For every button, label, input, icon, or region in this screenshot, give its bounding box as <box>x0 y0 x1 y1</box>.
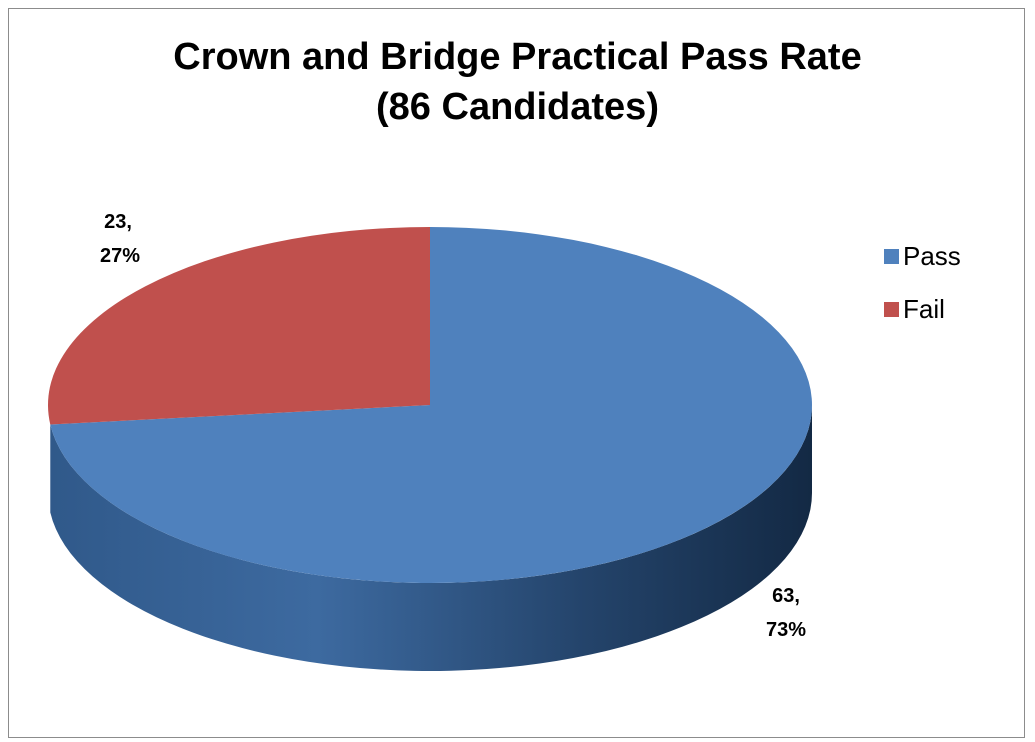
pie-slice-pass <box>50 227 812 583</box>
data-label-fail-percent: 27% <box>100 245 140 267</box>
legend-label-pass: Pass <box>903 241 961 271</box>
chart-subtitle: (86 Candidates) <box>376 86 659 128</box>
legend-label-fail: Fail <box>903 294 945 324</box>
legend-swatch-fail <box>884 302 899 317</box>
legend-swatch-pass <box>884 249 899 264</box>
chart-title-line: Crown and Bridge Practical Pass Rate <box>173 36 862 78</box>
legend: Pass Fail <box>884 241 961 324</box>
chart-title: Crown and Bridge Practical Pass Rate (86… <box>0 32 1035 132</box>
data-label-pass-value: 63, <box>772 585 800 607</box>
data-label-pass-percent: 73% <box>766 619 806 641</box>
pie-slices <box>47 227 812 671</box>
pie-slice-fail <box>47 227 430 425</box>
data-label-fail-value: 23, <box>104 211 132 233</box>
pie-side-pass <box>50 405 812 671</box>
